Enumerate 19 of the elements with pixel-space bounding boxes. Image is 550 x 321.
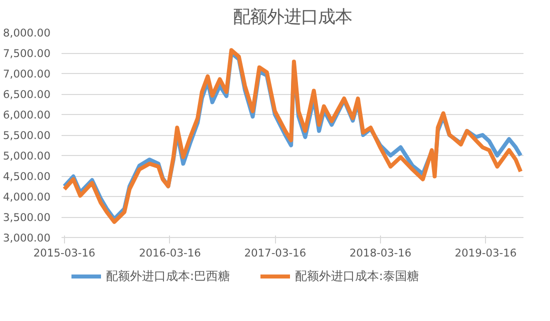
x-tick-label: 2017-03-16 xyxy=(244,246,306,260)
y-tick-label: 5,500.00 xyxy=(3,129,51,142)
y-tick-label: 4,500.00 xyxy=(3,170,51,183)
y-tick-label: 5,000.00 xyxy=(3,150,51,162)
y-tick-label: 6,000.00 xyxy=(3,108,51,122)
legend-label: 配额外进口成本:巴西糖 xyxy=(106,268,230,284)
chart-title: 配额外进口成本 xyxy=(233,8,352,28)
y-tick-label: 8,000.00 xyxy=(3,26,51,40)
x-tick-label: 2015-03-16 xyxy=(33,246,96,260)
y-tick-label: 6,500.00 xyxy=(3,88,51,101)
y-tick-label: 7,000.00 xyxy=(3,68,51,80)
legend-label: 配额外进口成本:泰国糖 xyxy=(294,268,420,284)
x-tick-label: 2019-03-16 xyxy=(454,246,517,260)
y-tick-label: 3,000.00 xyxy=(3,232,51,244)
y-tick-label: 3,500.00 xyxy=(3,211,51,224)
y-tick-label: 4,000.00 xyxy=(3,190,51,204)
y-tick-label: 7,500.00 xyxy=(3,47,51,60)
x-tick-label: 2016-03-16 xyxy=(138,246,202,260)
x-tick-label: 2018-03-16 xyxy=(349,246,412,260)
